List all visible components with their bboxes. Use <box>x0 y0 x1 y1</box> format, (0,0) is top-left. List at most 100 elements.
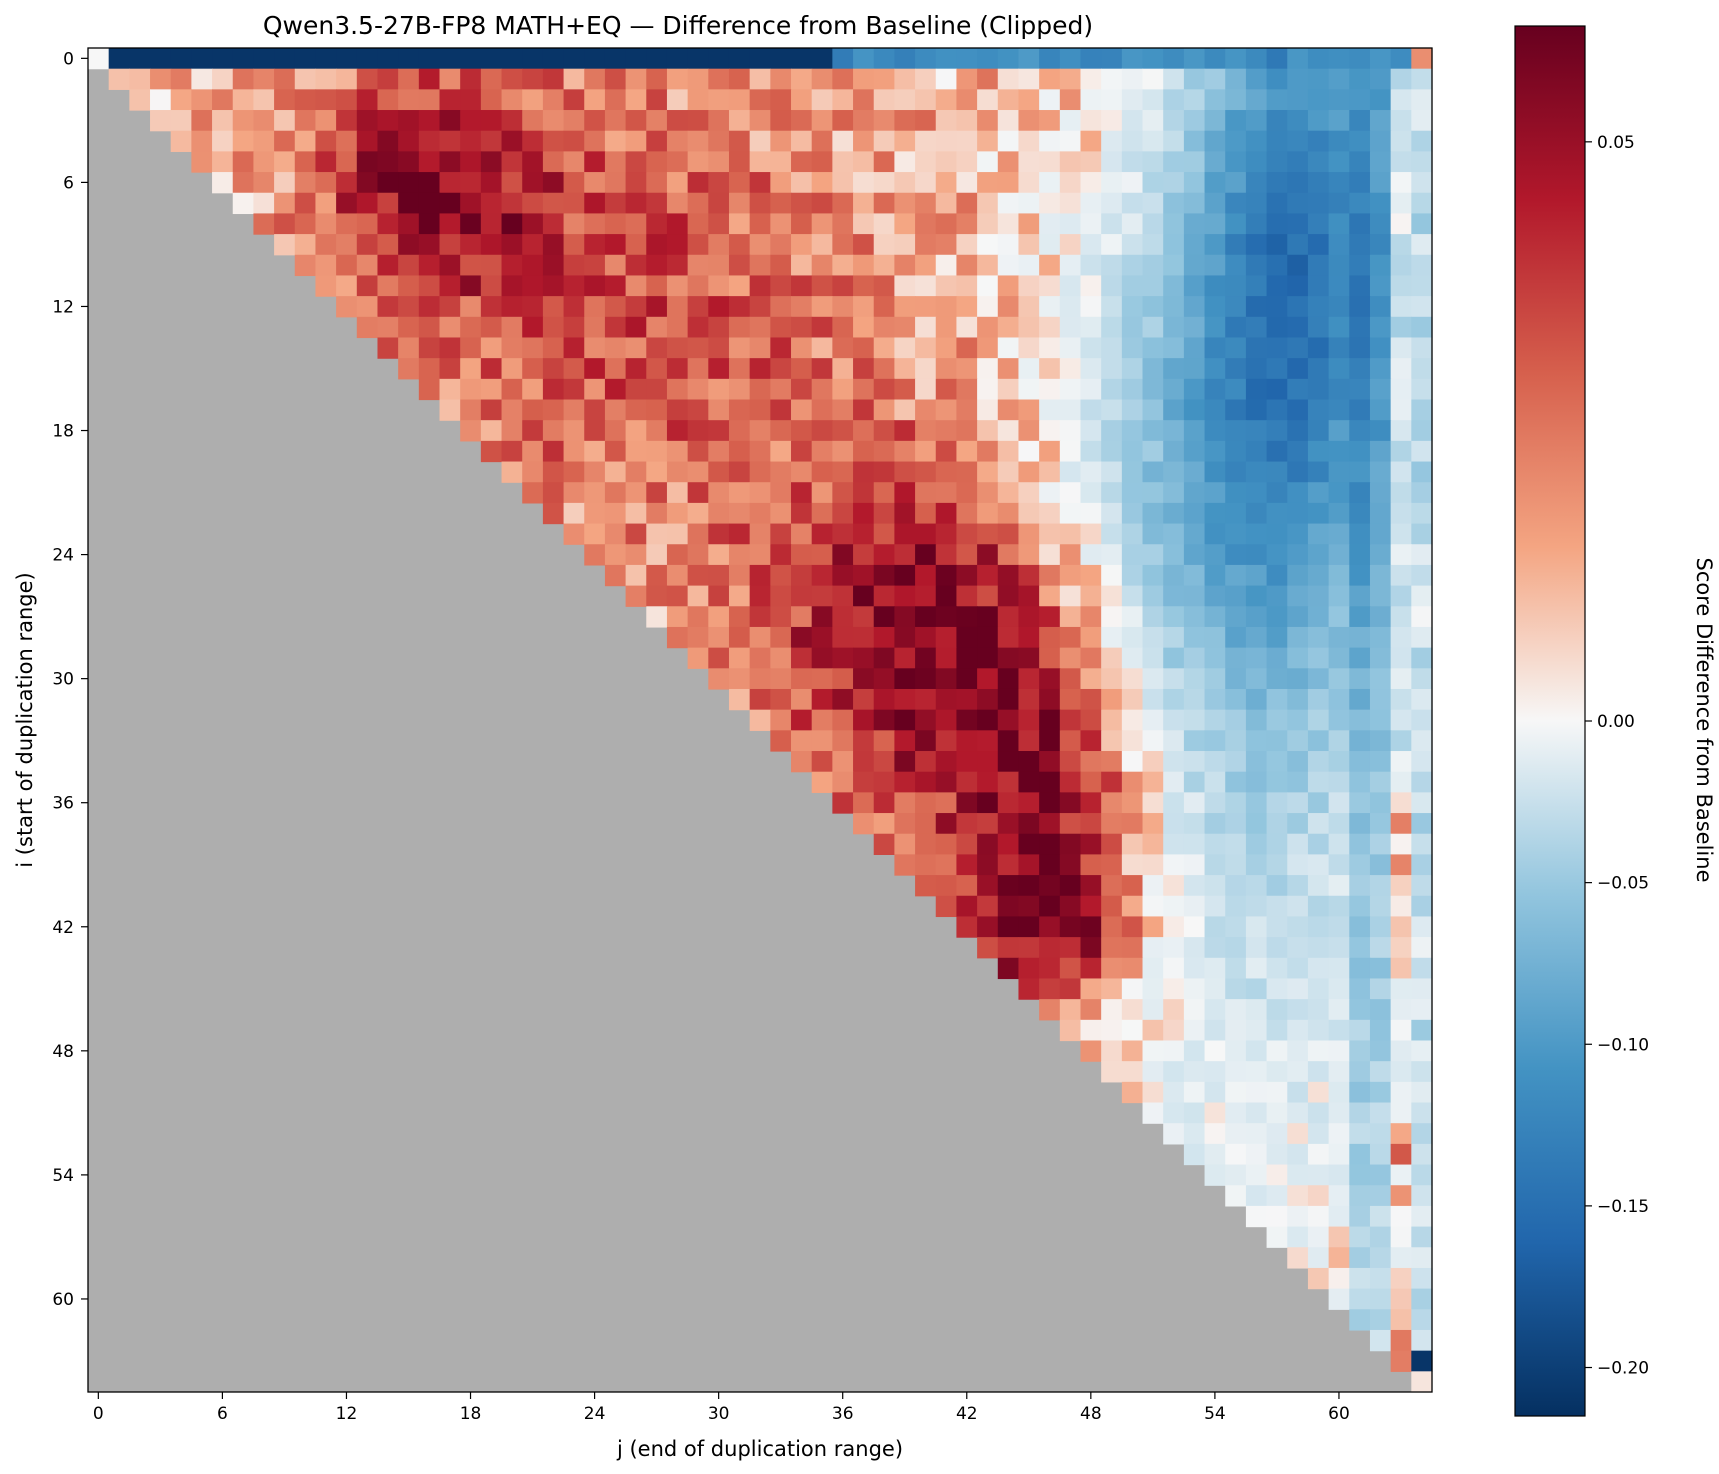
heatmap-cell <box>791 544 813 566</box>
heatmap-cell <box>1411 875 1433 897</box>
heatmap-cell <box>997 192 1020 215</box>
heatmap-cell <box>1411 213 1433 235</box>
heatmap-cell <box>935 626 958 649</box>
heatmap-cell <box>873 337 895 359</box>
heatmap-cell <box>1307 1143 1330 1166</box>
heatmap-cell <box>915 399 937 421</box>
heatmap-cell <box>1411 151 1433 173</box>
heatmap-cell <box>563 523 585 545</box>
heatmap-cell <box>873 440 895 463</box>
heatmap-cell <box>956 916 978 938</box>
heatmap-cell <box>336 110 358 132</box>
heatmap-cell <box>708 110 730 132</box>
heatmap-cell <box>1101 234 1123 256</box>
heatmap-cell <box>687 316 709 339</box>
heatmap-cell <box>935 771 958 793</box>
heatmap-cell <box>687 254 709 277</box>
heatmap-cell <box>708 440 730 463</box>
heatmap-cell <box>1369 130 1392 152</box>
heatmap-cell <box>894 254 916 277</box>
heatmap-cell <box>935 378 958 401</box>
heatmap-cell <box>1349 606 1371 628</box>
heatmap-cell <box>1349 1205 1371 1228</box>
heatmap-cell <box>853 792 875 814</box>
heatmap-cell <box>1390 378 1412 401</box>
heatmap-cell <box>1163 751 1185 773</box>
heatmap-cell <box>915 461 937 483</box>
heatmap-cell <box>1080 564 1102 587</box>
heatmap-cell <box>1369 626 1392 649</box>
heatmap-cell <box>315 172 337 194</box>
heatmap-cell <box>460 337 482 359</box>
heatmap-cell <box>853 89 875 111</box>
heatmap-cell <box>832 709 854 731</box>
heatmap-cell <box>1349 999 1371 1021</box>
heatmap-cell <box>791 254 813 277</box>
heatmap-cell <box>1390 358 1412 380</box>
heatmap-cell <box>1307 957 1330 980</box>
heatmap-cell <box>1225 482 1247 504</box>
heatmap-cell <box>749 378 771 401</box>
heatmap-cell <box>728 420 751 442</box>
heatmap-cell <box>1287 978 1309 1000</box>
heatmap-cell <box>977 482 999 504</box>
heatmap-cell <box>935 482 958 504</box>
heatmap-cell <box>1411 296 1433 318</box>
heatmap-cell <box>1390 1143 1412 1166</box>
heatmap-cell <box>1411 626 1433 649</box>
heatmap-cell <box>1369 234 1392 256</box>
heatmap-cell <box>1059 792 1082 814</box>
heatmap-cell <box>853 668 875 690</box>
heatmap-cell <box>1163 316 1185 339</box>
heatmap-cell <box>1307 1226 1330 1248</box>
heatmap-cell <box>1287 482 1309 504</box>
heatmap-cell <box>1039 213 1061 235</box>
heatmap-cell <box>646 523 668 545</box>
heatmap-cell <box>1204 544 1226 566</box>
colorbar: 0.050.00−0.05−0.10−0.15−0.20 <box>1514 25 1649 1417</box>
heatmap-cell <box>604 151 627 173</box>
heatmap-cell <box>1101 999 1123 1021</box>
heatmap-cell <box>1121 730 1144 752</box>
heatmap-cell <box>915 647 937 669</box>
heatmap-cell <box>1204 730 1226 752</box>
heatmap-cell <box>356 316 379 339</box>
heatmap-cell <box>1142 751 1164 773</box>
heatmap-cell <box>1266 296 1288 318</box>
heatmap-cell <box>1411 130 1433 152</box>
heatmap-cell <box>1266 1102 1288 1124</box>
heatmap-cell <box>811 358 833 380</box>
heatmap-cell <box>1018 130 1040 152</box>
heatmap-cell <box>956 688 978 711</box>
heatmap-cell <box>749 234 771 256</box>
heatmap-cell <box>501 316 523 339</box>
heatmap-cell <box>749 254 771 277</box>
heatmap-cell <box>791 440 813 463</box>
heatmap-cell <box>1369 1123 1392 1145</box>
heatmap-cell <box>1121 420 1144 442</box>
heatmap-cell <box>832 151 854 173</box>
heatmap-cell <box>1266 1185 1288 1207</box>
heatmap-cell <box>604 358 627 380</box>
heatmap-cell <box>687 482 709 504</box>
heatmap-cell <box>749 647 771 669</box>
heatmap-cell <box>1307 544 1330 566</box>
heatmap-cell <box>956 606 978 628</box>
heatmap-cell <box>749 688 771 711</box>
heatmap-cell <box>1163 1040 1185 1062</box>
heatmap-cell <box>646 378 668 401</box>
heatmap-cell <box>1328 1247 1350 1269</box>
heatmap-cell <box>460 151 482 173</box>
heatmap-cell <box>150 110 172 132</box>
heatmap-cell <box>1163 937 1185 959</box>
heatmap-cell <box>1245 813 1268 835</box>
heatmap-cell <box>749 668 771 690</box>
heatmap-cell <box>480 358 503 380</box>
heatmap-cell <box>1411 1143 1433 1166</box>
heatmap-cell <box>811 751 833 773</box>
heatmap-cell <box>956 48 978 70</box>
heatmap-cell <box>439 337 461 359</box>
heatmap-cell <box>791 606 813 628</box>
heatmap-cell <box>356 48 379 70</box>
heatmap-cell <box>687 337 709 359</box>
